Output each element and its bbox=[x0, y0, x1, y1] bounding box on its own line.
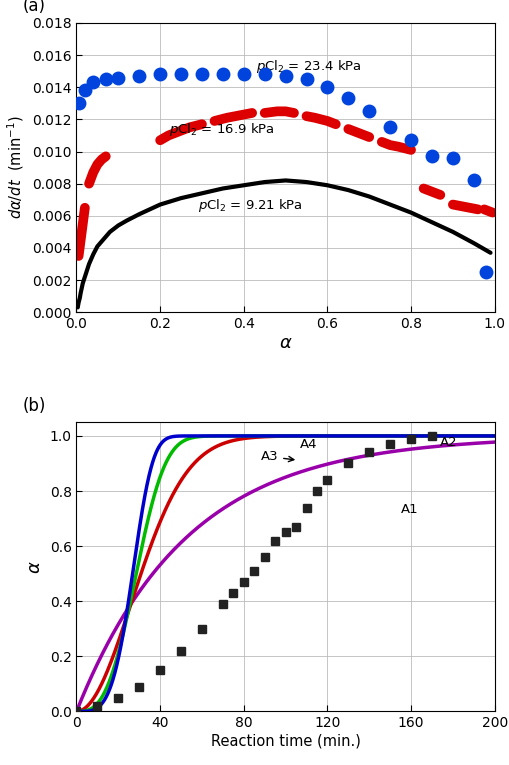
Text: (a): (a) bbox=[22, 0, 45, 15]
X-axis label: Reaction time (min.): Reaction time (min.) bbox=[210, 733, 360, 748]
Text: A4: A4 bbox=[300, 438, 317, 451]
Text: $p$Cl$_2$ = 9.21 kPa: $p$Cl$_2$ = 9.21 kPa bbox=[197, 197, 302, 214]
X-axis label: $\alpha$: $\alpha$ bbox=[278, 334, 292, 352]
Y-axis label: $\alpha$: $\alpha$ bbox=[26, 560, 44, 574]
Text: A3: A3 bbox=[260, 450, 293, 463]
Text: A2: A2 bbox=[439, 436, 457, 449]
Text: $p$Cl$_2$ = 16.9 kPa: $p$Cl$_2$ = 16.9 kPa bbox=[168, 121, 273, 138]
Text: (b): (b) bbox=[22, 396, 45, 415]
Text: $p$Cl$_2$ = 23.4 kPa: $p$Cl$_2$ = 23.4 kPa bbox=[256, 57, 361, 74]
Y-axis label: $d\alpha/dt$  (min$^{-1}$): $d\alpha/dt$ (min$^{-1}$) bbox=[6, 116, 26, 220]
Text: A1: A1 bbox=[400, 503, 417, 516]
